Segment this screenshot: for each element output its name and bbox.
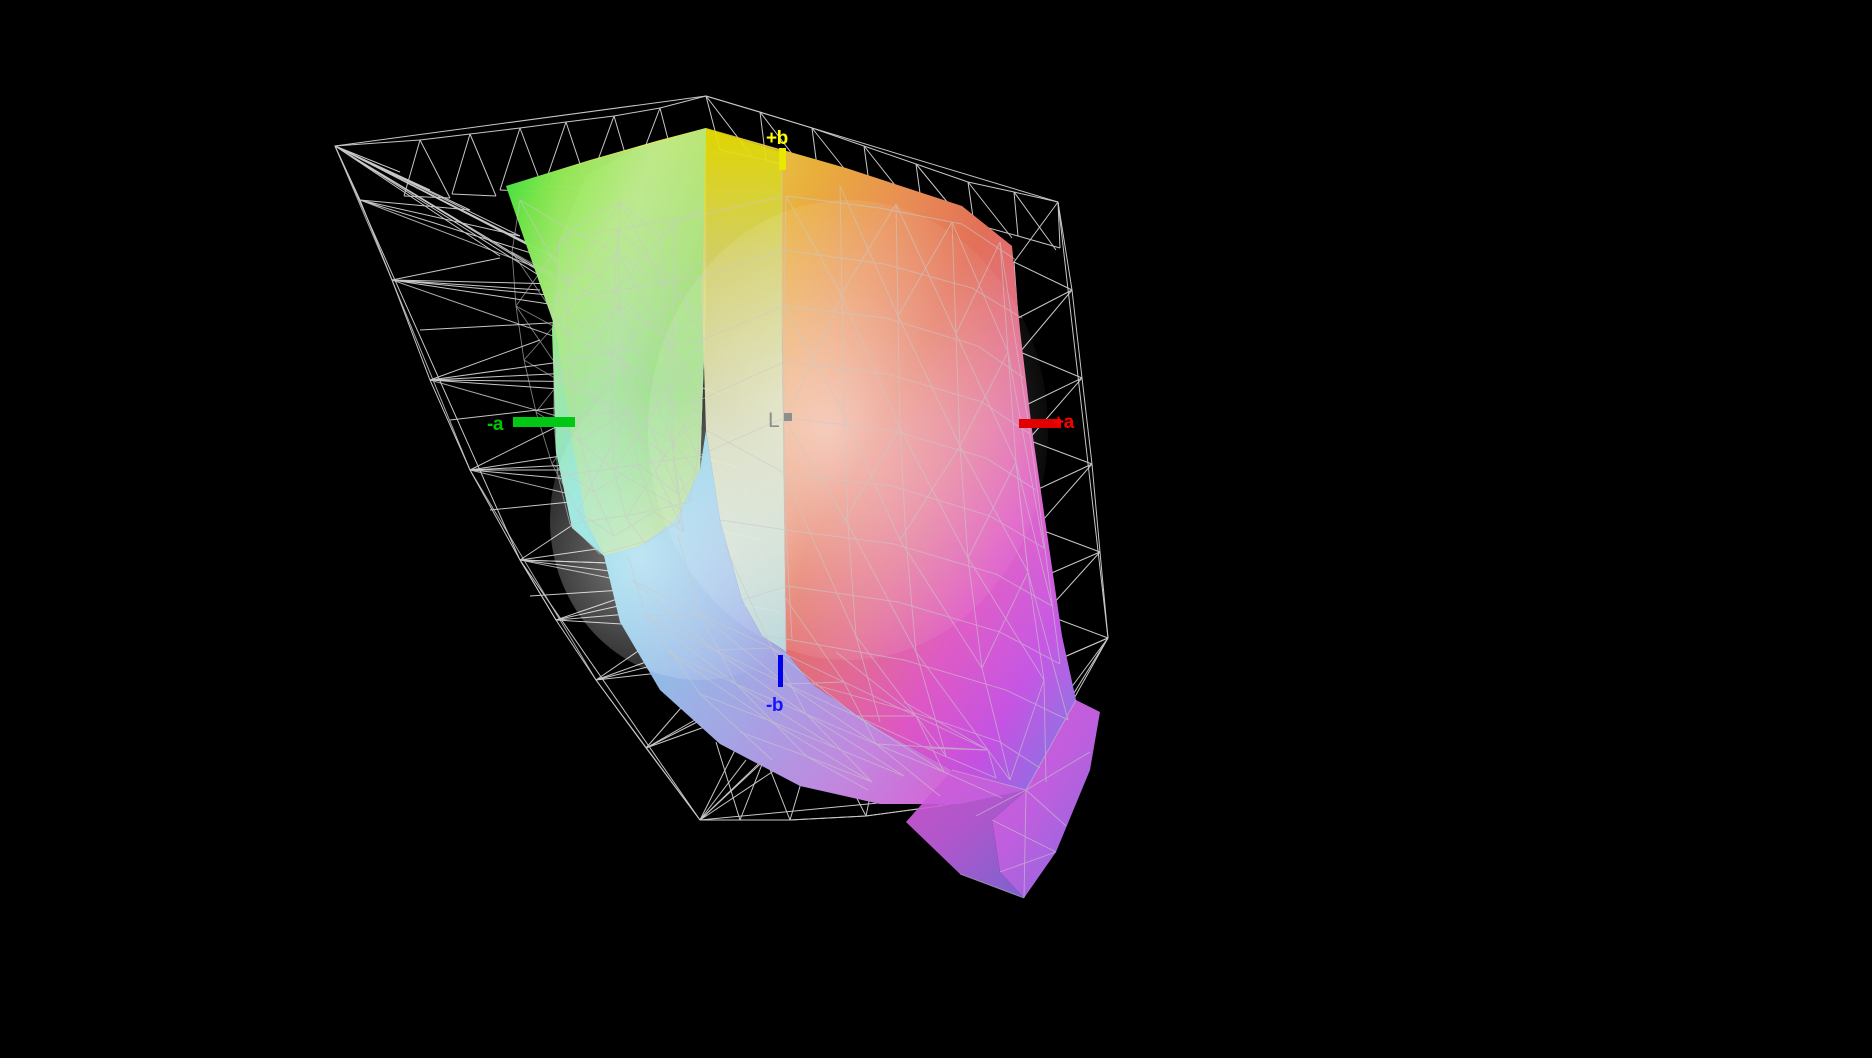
gamut-skirt <box>992 700 1100 898</box>
